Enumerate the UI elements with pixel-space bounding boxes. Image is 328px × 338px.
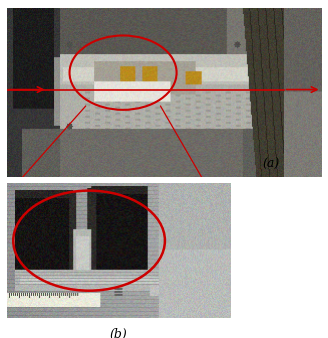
Text: (b): (b) (109, 328, 127, 338)
Text: (a): (a) (262, 158, 280, 171)
